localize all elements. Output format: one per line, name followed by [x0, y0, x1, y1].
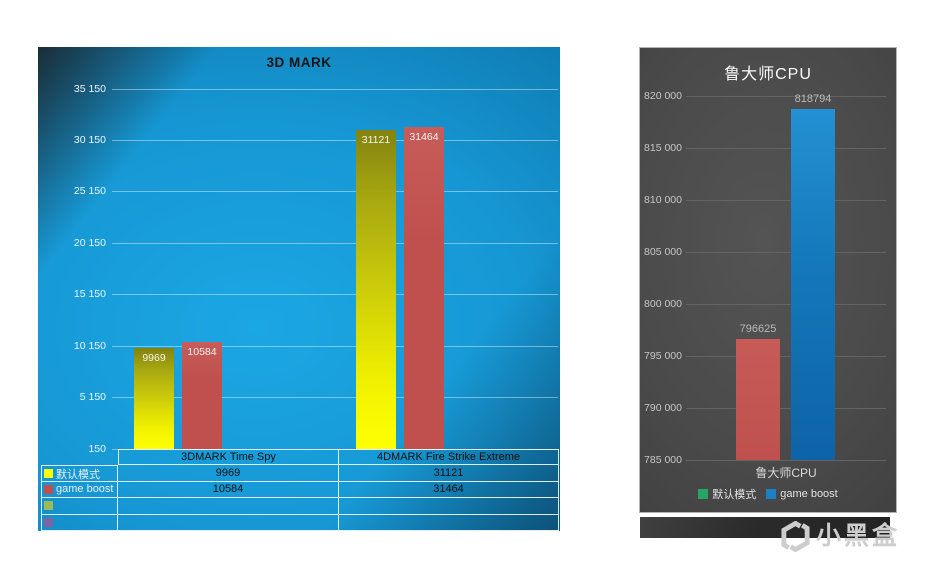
y-axis-tick-label: 35 150 [73, 82, 106, 95]
legend-cell-series-3 [41, 498, 118, 515]
gridline [112, 88, 558, 90]
gridline [686, 147, 886, 149]
bar-gameboost-1 [404, 126, 444, 449]
watermark-text: 小黑盒 [816, 522, 901, 550]
gridline [686, 251, 886, 253]
bar-value-label: 9969 [142, 352, 166, 364]
chart-3dmark-panel: 3D MARK 3DMARK Time Spy 4DMARK Fire Strik… [38, 47, 560, 531]
bar-gameboost [791, 108, 835, 460]
legend-swatch [698, 489, 709, 499]
table-value-cell [339, 498, 559, 515]
bar-value-label: 796625 [739, 323, 777, 336]
bar-value-label: 10584 [187, 345, 217, 358]
chart-ludashi-panel: 鲁大师CPU 鲁大师CPU 默认模式 game boost 785 000 790 … [639, 47, 897, 513]
gridline [686, 95, 886, 97]
bar-default-mode [736, 339, 780, 460]
bar-value-label: 818794 [794, 92, 832, 105]
y-axis-tick-label: 820 000 [644, 89, 682, 102]
gridline [112, 294, 558, 296]
table-category-header: 4DMARK Fire Strike Extreme [339, 449, 559, 466]
gridline [112, 191, 558, 193]
legend-cell-series-1: 默认模式 [41, 465, 118, 482]
legend: 默认模式 game boost [640, 486, 896, 502]
y-axis-tick-label: 10 150 [73, 339, 106, 352]
y-axis-tick-label: 5 150 [79, 391, 106, 404]
y-axis-tick-label: 790 000 [644, 401, 682, 414]
y-axis-tick-label: 815 000 [644, 141, 682, 154]
gridline [686, 355, 886, 357]
gridline [112, 397, 558, 399]
bar-value-label: 31464 [409, 130, 439, 143]
table-value-cell: 31121 [339, 465, 559, 482]
bar-default-mode-0 [134, 348, 174, 449]
legend-label: 默认模式 [56, 468, 100, 481]
gridline [686, 303, 886, 305]
bar-gameboost-0 [182, 341, 222, 449]
data-table: 3DMARK Time Spy 4DMARK Fire Strike Extrem… [41, 449, 559, 531]
y-axis-tick-label: 800 000 [644, 297, 682, 310]
legend-swatch [44, 517, 53, 527]
legend-label: 默认模式 [712, 489, 757, 501]
legend-item: game boost [766, 488, 838, 500]
legend-cell-series-2: game boost [41, 481, 118, 499]
heybox-logo-icon [781, 520, 810, 552]
legend-label: game boost [56, 483, 114, 496]
y-axis-tick-label: 25 150 [73, 185, 106, 198]
y-axis-tick-label: 20 150 [73, 236, 106, 249]
y-axis-tick-label: 150 [88, 442, 106, 455]
gridline [686, 459, 886, 461]
table-value-cell [339, 514, 559, 531]
table-value-cell: 10584 [118, 481, 339, 499]
chart-title-ludashi: 鲁大师CPU [724, 66, 812, 83]
legend-cell-series-4 [41, 514, 118, 531]
watermark: 小黑盒 [780, 520, 900, 552]
y-axis-tick-label: 805 000 [644, 245, 682, 258]
table-value-cell [118, 498, 339, 515]
y-axis-tick-label: 785 000 [644, 453, 682, 466]
y-axis-tick-label: 810 000 [644, 193, 682, 206]
legend-label: game boost [780, 488, 838, 500]
gridline [112, 345, 558, 347]
bar-default-mode-1 [356, 130, 396, 449]
gridline [112, 139, 558, 141]
legend-item: 默认模式 [698, 486, 756, 502]
gridline [686, 199, 886, 201]
category-axis-label: 鲁大师CPU [755, 466, 817, 480]
gridline [686, 407, 886, 409]
legend-swatch [44, 469, 53, 479]
table-value-cell: 31464 [339, 481, 559, 499]
chart-title-3dmark: 3D MARK [266, 55, 332, 70]
y-axis-tick-label: 30 150 [73, 133, 106, 146]
y-axis-tick-label: 15 150 [73, 288, 106, 301]
footer-strip [640, 517, 890, 538]
bar-value-label: 31121 [361, 134, 391, 147]
legend-swatch [44, 501, 53, 511]
legend-swatch [44, 484, 53, 494]
gridline [112, 242, 558, 244]
legend-swatch [766, 489, 777, 499]
y-axis-tick-label: 795 000 [644, 349, 682, 362]
table-corner-cell [41, 449, 118, 465]
table-category-header: 3DMARK Time Spy [118, 449, 339, 466]
table-value-cell: 9969 [118, 465, 339, 482]
table-value-cell [118, 514, 339, 531]
